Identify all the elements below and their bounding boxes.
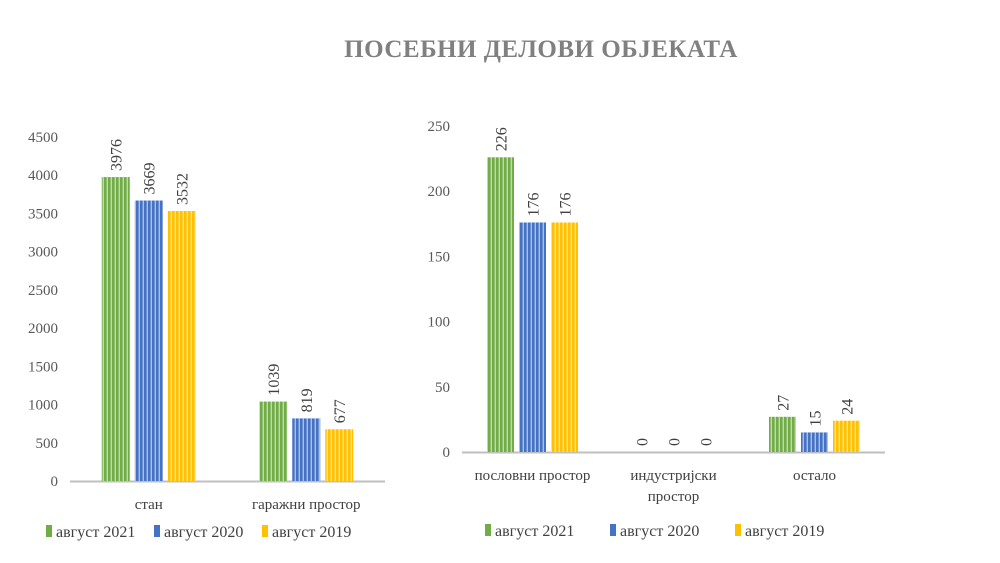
y-tick-label: 1500 <box>28 359 58 375</box>
y-tick-label: 1000 <box>28 398 58 414</box>
bar <box>259 401 288 481</box>
bar <box>551 222 578 452</box>
data-label: 0 <box>667 438 684 446</box>
bar <box>134 200 163 481</box>
y-tick-label: 500 <box>36 436 59 452</box>
category-label: стан <box>135 497 163 513</box>
legend-swatch <box>262 525 268 537</box>
legend-label: август 2019 <box>745 523 824 540</box>
data-label: 3976 <box>109 139 126 171</box>
data-label: 226 <box>494 127 511 151</box>
y-tick-label: 3500 <box>28 206 58 222</box>
legend-swatch <box>610 524 616 536</box>
legend-label: август 2019 <box>272 524 351 541</box>
legend-swatch <box>485 524 491 536</box>
legend-label: август 2021 <box>56 524 135 541</box>
data-label: 1039 <box>266 364 283 396</box>
category-label: индустријски <box>630 468 716 484</box>
data-label: 15 <box>808 410 825 426</box>
category-label: остало <box>793 468 836 484</box>
data-label: 3532 <box>175 173 192 205</box>
bar <box>833 420 860 452</box>
y-tick-label: 3000 <box>28 245 58 261</box>
legend-label: август 2020 <box>620 523 699 540</box>
legend-label: август 2020 <box>164 524 243 541</box>
chart-title: ПОСЕБНИ ДЕЛОВИ ОБЈЕКАТА <box>344 36 738 63</box>
category-label: пословни простор <box>475 468 591 484</box>
bar <box>101 177 130 481</box>
bar <box>519 222 546 452</box>
bar <box>769 416 796 452</box>
y-tick-label: 2000 <box>28 321 58 337</box>
category-label: простор <box>648 489 699 505</box>
y-tick-label: 250 <box>428 119 451 135</box>
legend-swatch <box>46 525 52 537</box>
chart-1: 0 500 1000 1500 2000 2500 3000 3500 4000 4500 3976… <box>28 130 385 541</box>
y-tick-label: 100 <box>428 315 451 331</box>
data-label: 0 <box>699 438 716 446</box>
data-label: 819 <box>299 388 316 412</box>
legend-swatch <box>154 525 160 537</box>
data-label: 176 <box>526 192 543 216</box>
y-tick-label: 4000 <box>28 168 58 184</box>
data-label: 0 <box>635 438 652 446</box>
y-tick-label: 2500 <box>28 283 58 299</box>
data-label: 27 <box>776 395 793 411</box>
category-label: гаражни простор <box>252 497 361 513</box>
y-tick-label: 50 <box>435 380 450 396</box>
y-tick-label: 200 <box>428 184 451 200</box>
y-tick-label: 4500 <box>28 130 58 146</box>
data-label: 176 <box>558 192 575 216</box>
legend-label: август 2021 <box>495 523 574 540</box>
data-label: 24 <box>840 399 857 415</box>
y-tick-label: 150 <box>428 249 451 265</box>
bar <box>801 432 828 452</box>
data-label: 3669 <box>142 163 159 195</box>
bar <box>325 429 354 481</box>
y-tick-label: 0 <box>443 445 451 461</box>
bar <box>167 210 196 481</box>
bar <box>292 418 321 481</box>
legend-swatch <box>735 524 741 536</box>
data-label: 677 <box>332 399 349 423</box>
y-tick-label: 0 <box>51 474 59 490</box>
bar <box>487 157 514 452</box>
